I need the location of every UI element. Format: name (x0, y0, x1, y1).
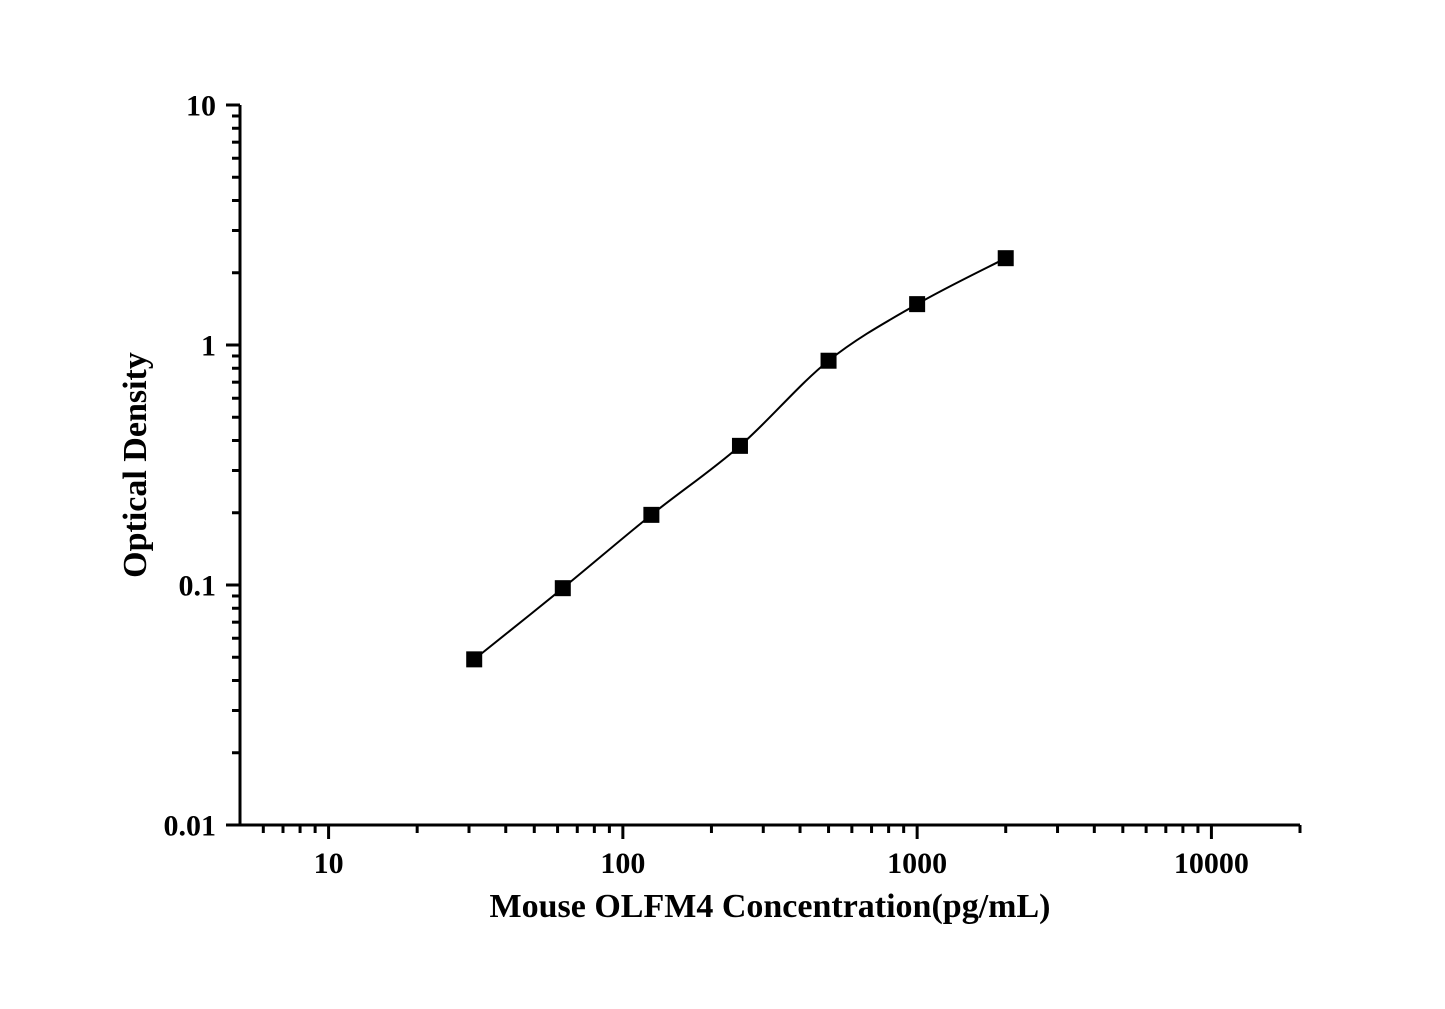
y-tick-label: 0.01 (164, 810, 217, 843)
data-marker (821, 353, 837, 369)
data-marker (909, 296, 925, 312)
data-marker (555, 580, 571, 596)
x-tick-label: 100 (600, 847, 645, 880)
chart-container: 10 100 1000 10000 0.01 0.1 1 10 Mouse OLFM4 Conc… (0, 0, 1445, 1009)
data-marker (998, 250, 1014, 266)
chart-svg: 10 100 1000 10000 0.01 0.1 1 10 Mouse OLFM4 Conc… (0, 0, 1445, 1009)
data-marker (732, 438, 748, 454)
y-tick-label: 1 (201, 330, 216, 363)
y-axis-label: Optical Density (117, 352, 154, 578)
data-marker (466, 651, 482, 667)
y-tick-label: 10 (186, 90, 216, 123)
x-axis-label: Mouse OLFM4 Concentration(pg/mL) (490, 888, 1051, 925)
data-marker (643, 507, 659, 523)
x-tick-label: 1000 (887, 847, 947, 880)
y-tick-label: 0.1 (179, 570, 217, 603)
x-tick-label: 10 (314, 847, 344, 880)
x-tick-label: 10000 (1174, 847, 1249, 880)
